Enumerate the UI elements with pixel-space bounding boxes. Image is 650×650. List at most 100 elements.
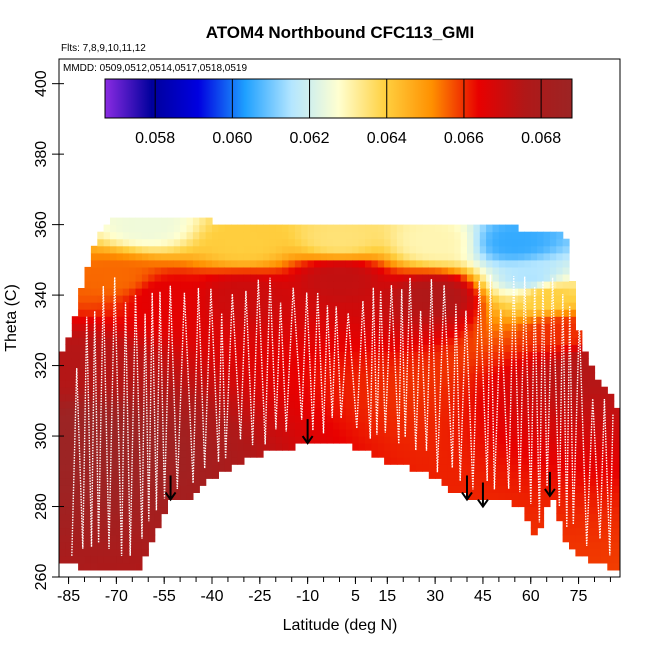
heatmap-cell [556,386,564,395]
heatmap-cell [537,309,545,317]
heatmap-cell [212,330,219,338]
heatmap-cell [447,429,455,437]
heatmap-cell [129,295,137,303]
heatmap-cell [263,281,270,289]
heatmap-cell [543,266,551,275]
heatmap-cell [212,351,219,360]
heatmap-cell [65,457,73,465]
heatmap-cell [256,252,264,261]
heatmap-cell [129,562,137,571]
heatmap-cell [339,323,347,331]
heatmap-cell [409,450,417,458]
heatmap-cell [352,372,360,381]
heatmap-cell [416,400,423,409]
heatmap-cell [352,252,360,261]
heatmap-cell [339,224,347,233]
heatmap-cell [173,492,181,500]
heatmap-cell [269,266,277,275]
heatmap-cell [377,450,385,458]
heatmap-cell [473,231,481,240]
heatmap-cell [562,443,570,451]
heatmap-cell [422,358,430,367]
heatmap-cell [90,464,98,472]
heatmap-cell [231,407,239,416]
heatmap-cell [511,252,519,261]
heatmap-cell [594,464,602,472]
heatmap-cell [473,386,481,395]
heatmap-cell [256,379,264,388]
heatmap-cell [148,330,156,338]
heatmap-cell [173,407,181,416]
heatmap-cell [199,316,207,324]
heatmap-cell [65,436,73,444]
heatmap-cell [199,471,207,479]
heatmap-cell [479,295,487,303]
heatmap-cell [377,274,385,282]
heatmap-cell [416,266,423,275]
heatmap-cell [218,323,226,331]
heatmap-cell [537,330,545,338]
heatmap-cell [218,295,226,303]
heatmap-cell [116,513,124,522]
heatmap-cell [454,309,462,317]
heatmap-cell [141,485,149,493]
heatmap-cell [371,309,379,317]
heatmap-cell [154,217,162,226]
heatmap-cell [422,323,430,331]
heatmap-cell [224,281,232,289]
colorbar-tick-label: 0.060 [212,130,252,147]
heatmap-cell [371,281,379,289]
heatmap-cell [600,422,608,430]
heatmap-cell [110,344,117,352]
heatmap-cell [352,259,360,268]
heatmap-cell [530,414,538,423]
heatmap-cell [263,443,270,451]
heatmap-cell [492,492,500,500]
heatmap-cell [65,337,73,345]
heatmap-cell [129,337,137,345]
heatmap-cell [447,281,455,289]
heatmap-cell [186,492,194,500]
heatmap-cell [447,393,455,402]
heatmap-cell [97,259,105,268]
heatmap-cell [205,457,213,465]
heatmap-cell [556,238,564,247]
heatmap-cell [288,372,296,381]
heatmap-cell [224,351,232,360]
heatmap-cell [505,259,513,268]
heatmap-cell [530,520,538,529]
heatmap-cell [518,252,525,261]
heatmap-cell [256,429,264,437]
heatmap-cell [167,379,175,388]
heatmap-cell [250,238,258,247]
heatmap-cell [141,245,149,254]
heatmap-cell [263,429,270,437]
heatmap-cell [352,295,360,303]
heatmap-cell [90,429,98,437]
heatmap-cell [199,386,207,395]
heatmap-cell [161,407,168,416]
heatmap-cell [141,274,149,282]
heatmap-cell [256,400,264,409]
heatmap-cell [314,281,321,289]
heatmap-cell [352,422,360,430]
heatmap-cell [422,450,430,458]
heatmap-cell [59,351,66,360]
heatmap-cell [396,224,404,233]
heatmap-cell [192,478,200,486]
heatmap-cell [460,224,468,233]
heatmap-cell [486,478,494,486]
heatmap-cell [371,288,379,296]
heatmap-cell [269,323,277,331]
heatmap-cell [59,513,66,522]
heatmap-cell [135,252,143,261]
heatmap-cell [333,288,341,296]
heatmap-cell [600,386,608,395]
heatmap-cell [549,358,557,367]
heatmap-cell [549,450,557,458]
heatmap-cell [224,358,232,367]
heatmap-cell [333,245,341,254]
heatmap-cell [345,288,353,296]
heatmap-cell [326,288,334,296]
heatmap-cell [110,429,117,437]
